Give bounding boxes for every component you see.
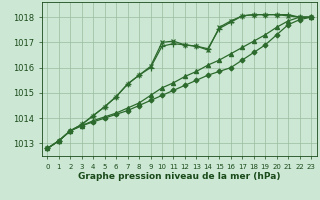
X-axis label: Graphe pression niveau de la mer (hPa): Graphe pression niveau de la mer (hPa) [78,172,280,181]
